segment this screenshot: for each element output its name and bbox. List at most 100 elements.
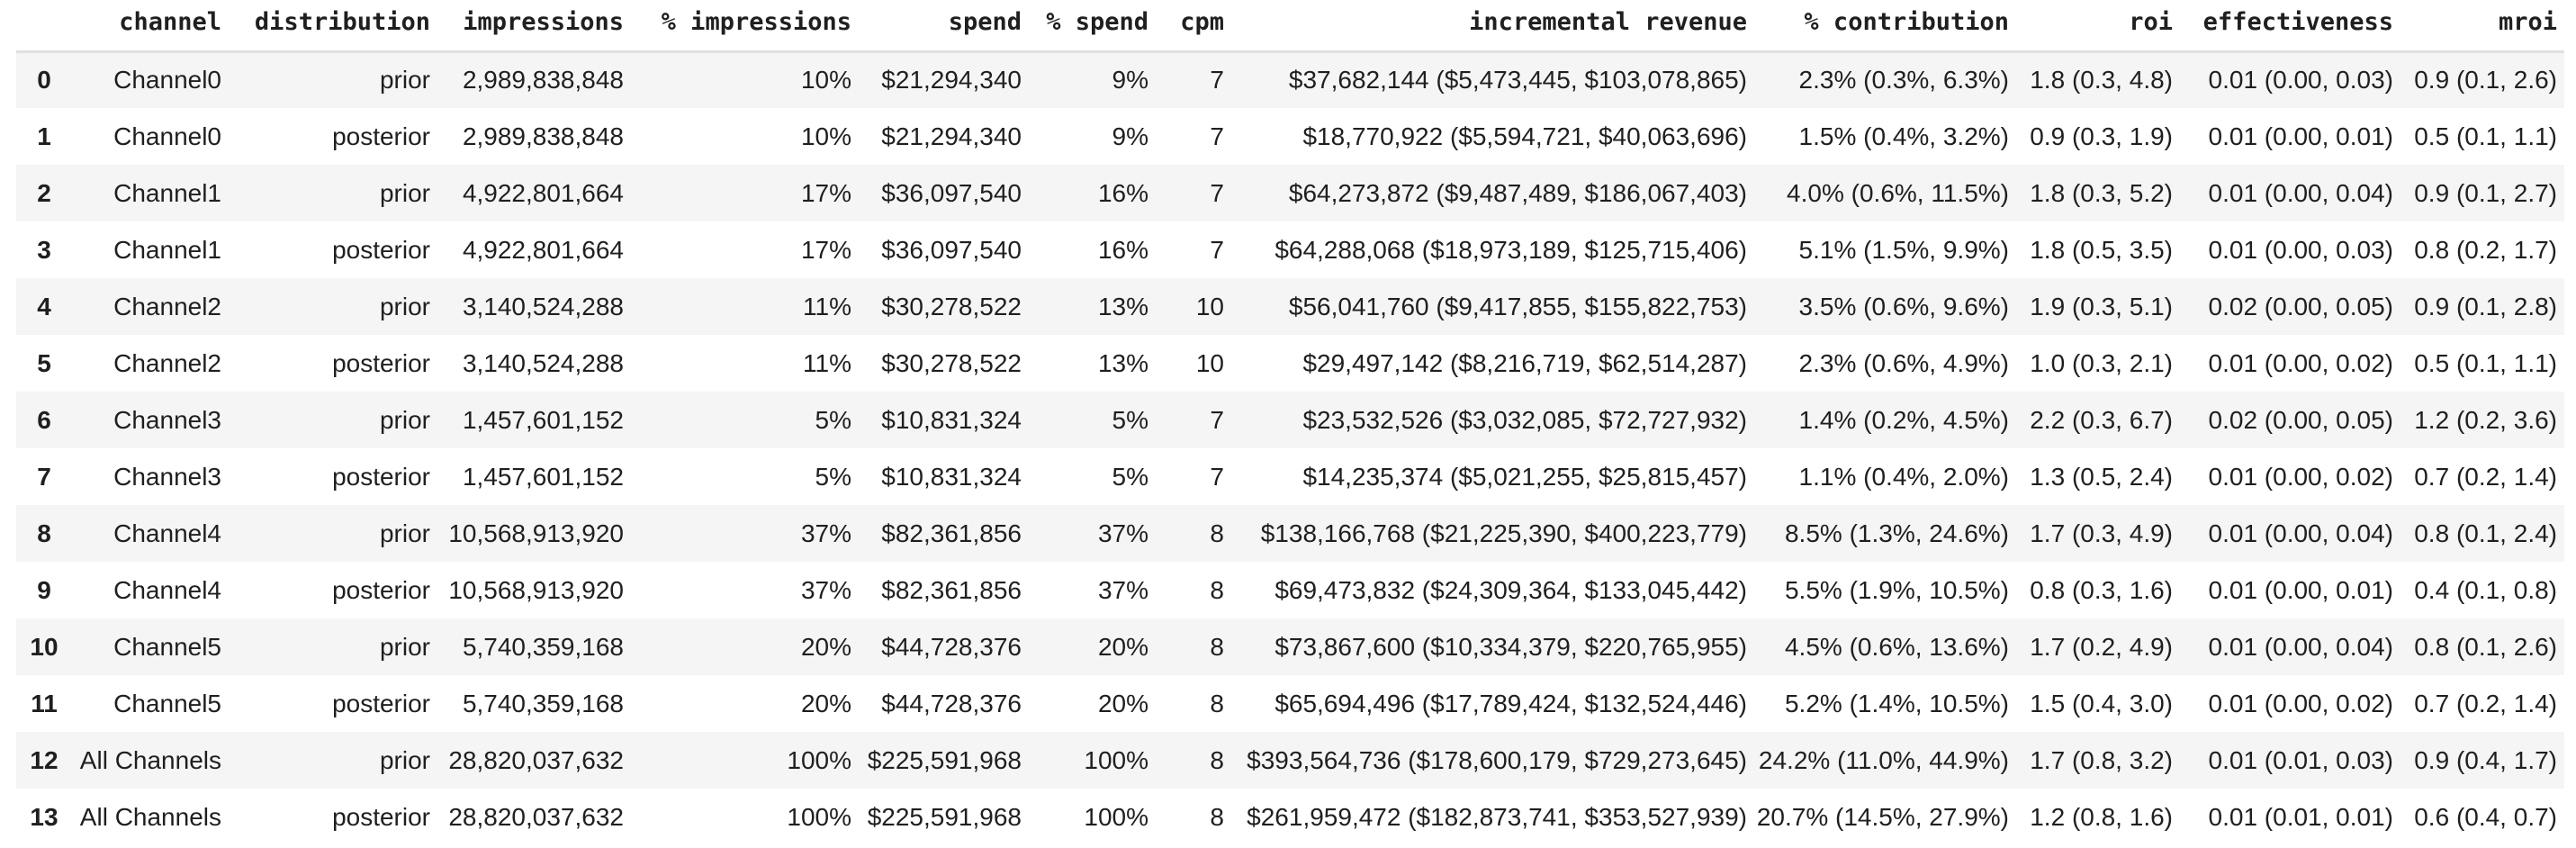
cell-cpm: 7 — [1210, 178, 1224, 207]
cell-impressions: 10,568,913,920 — [448, 575, 624, 604]
cell-incremental-revenue: $23,532,526 ($3,032,085, $72,727,932) — [1302, 405, 1747, 434]
cell-pct-impressions: 11% — [803, 348, 851, 377]
column-header-impressions: impressions — [437, 0, 631, 53]
row-index: 13 — [30, 802, 59, 831]
table-body: 0 Channel0 prior 2,989,838,848 10% $21,294,34… — [16, 51, 2564, 845]
cell-cpm: 8 — [1210, 575, 1224, 604]
cell-incremental-revenue: $69,473,832 ($24,309,364, $133,045,442) — [1274, 575, 1747, 604]
cell-effectiveness: 0.02 (0.00, 0.05) — [2208, 405, 2393, 434]
row-index: 8 — [37, 519, 51, 547]
cell-cpm: 8 — [1210, 519, 1224, 547]
cell-pct-contribution: 1.1% (0.4%, 2.0%) — [1798, 462, 2009, 491]
column-header-pct-impressions: % impressions — [631, 0, 859, 53]
cell-distribution: prior — [379, 745, 430, 774]
cell-pct-spend: 20% — [1097, 689, 1148, 717]
cell-channel: Channel5 — [113, 632, 221, 661]
cell-pct-contribution: 8.5% (1.3%, 24.6%) — [1784, 519, 2009, 547]
cell-impressions: 4,922,801,664 — [462, 235, 624, 264]
cell-pct-spend: 16% — [1097, 178, 1148, 207]
cell-effectiveness: 0.01 (0.00, 0.02) — [2208, 348, 2393, 377]
cell-incremental-revenue: $73,867,600 ($10,334,379, $220,765,955) — [1274, 632, 1747, 661]
cell-pct-contribution: 2.3% (0.3%, 6.3%) — [1798, 66, 2009, 95]
cell-distribution: prior — [379, 632, 430, 661]
cell-pct-spend: 13% — [1097, 348, 1148, 377]
cell-cpm: 8 — [1210, 689, 1224, 717]
cell-impressions: 10,568,913,920 — [448, 519, 624, 547]
cell-impressions: 3,140,524,288 — [462, 292, 624, 320]
cell-distribution: prior — [379, 178, 430, 207]
cell-pct-spend: 5% — [1112, 405, 1148, 434]
cell-distribution: posterior — [332, 462, 430, 491]
cell-mroi: 0.4 (0.1, 0.8) — [2414, 575, 2557, 604]
cell-incremental-revenue: $138,166,768 ($21,225,390, $400,223,779) — [1260, 519, 1747, 547]
table-header-row: channel distribution impressions % impre… — [16, 0, 2564, 53]
table-row: 12 All Channels prior 28,820,037,632 100% $22… — [16, 732, 2564, 789]
cell-pct-contribution: 4.5% (0.6%, 13.6%) — [1784, 632, 2009, 661]
cell-channel: Channel3 — [113, 462, 221, 491]
table-row: 8 Channel4 prior 10,568,913,920 37% $82,361,8… — [16, 505, 2564, 562]
row-index: 10 — [30, 632, 59, 661]
cell-mroi: 0.6 (0.4, 0.7) — [2414, 802, 2557, 831]
column-header-mroi: mroi — [2400, 0, 2564, 53]
cell-channel: All Channels — [79, 802, 221, 831]
cell-channel: Channel2 — [113, 292, 221, 320]
cell-effectiveness: 0.01 (0.00, 0.04) — [2208, 519, 2393, 547]
cell-impressions: 28,820,037,632 — [448, 802, 624, 831]
table-row: 10 Channel5 prior 5,740,359,168 20% $44,728,3… — [16, 618, 2564, 675]
cell-pct-impressions: 100% — [787, 745, 851, 774]
cell-pct-impressions: 11% — [803, 292, 851, 320]
cell-incremental-revenue: $14,235,374 ($5,021,255, $25,815,457) — [1302, 462, 1747, 491]
cell-distribution: prior — [379, 66, 430, 95]
cell-mroi: 0.9 (0.4, 1.7) — [2414, 745, 2557, 774]
cell-mroi: 0.5 (0.1, 1.1) — [2414, 348, 2557, 377]
cell-channel: Channel0 — [113, 122, 221, 150]
cell-pct-spend: 100% — [1084, 745, 1148, 774]
cell-channel: Channel4 — [113, 575, 221, 604]
cell-cpm: 7 — [1210, 462, 1224, 491]
column-header-pct-contribution: % contribution — [1754, 0, 2016, 53]
column-header-effectiveness: effectiveness — [2180, 0, 2400, 53]
cell-mroi: 0.9 (0.1, 2.6) — [2414, 66, 2557, 95]
cell-mroi: 0.8 (0.1, 2.4) — [2414, 519, 2557, 547]
column-header-spend: spend — [859, 0, 1029, 53]
cell-channel: Channel2 — [113, 348, 221, 377]
row-index: 2 — [37, 178, 51, 207]
cell-roi: 1.8 (0.5, 3.5) — [2030, 235, 2173, 264]
cell-effectiveness: 0.01 (0.00, 0.02) — [2208, 462, 2393, 491]
cell-spend: $225,591,968 — [867, 745, 1022, 774]
cell-pct-spend: 20% — [1097, 632, 1148, 661]
cell-effectiveness: 0.01 (0.00, 0.04) — [2208, 178, 2393, 207]
column-header-index — [16, 0, 72, 53]
cell-pct-impressions: 20% — [800, 632, 851, 661]
cell-effectiveness: 0.01 (0.00, 0.01) — [2208, 122, 2393, 150]
cell-pct-impressions: 37% — [800, 575, 851, 604]
cell-spend: $82,361,856 — [881, 519, 1022, 547]
row-index: 11 — [31, 689, 58, 717]
cell-cpm: 7 — [1210, 122, 1224, 150]
cell-incremental-revenue: $65,694,496 ($17,789,424, $132,524,446) — [1274, 689, 1747, 717]
table-row: 5 Channel2 posterior 3,140,524,288 11% $30,27… — [16, 335, 2564, 392]
cell-incremental-revenue: $64,288,068 ($18,973,189, $125,715,406) — [1274, 235, 1747, 264]
cell-effectiveness: 0.01 (0.00, 0.03) — [2208, 66, 2393, 95]
cell-impressions: 5,740,359,168 — [462, 632, 624, 661]
cell-pct-impressions: 17% — [800, 235, 851, 264]
table-row: 1 Channel0 posterior 2,989,838,848 10% $21,29… — [16, 108, 2564, 165]
media-summary-table: channel distribution impressions % impre… — [16, 0, 2564, 845]
cell-pct-impressions: 5% — [815, 405, 851, 434]
cell-incremental-revenue: $261,959,472 ($182,873,741, $353,527,939… — [1247, 802, 1747, 831]
column-header-pct-spend: % spend — [1029, 0, 1156, 53]
cell-pct-contribution: 4.0% (0.6%, 11.5%) — [1787, 178, 2009, 207]
cell-pct-spend: 100% — [1084, 802, 1148, 831]
cell-distribution: posterior — [332, 235, 430, 264]
cell-roi: 1.3 (0.5, 2.4) — [2030, 462, 2173, 491]
column-header-cpm: cpm — [1156, 0, 1231, 53]
cell-mroi: 0.9 (0.1, 2.7) — [2414, 178, 2557, 207]
cell-spend: $10,831,324 — [881, 462, 1022, 491]
table-row: 13 All Channels posterior 28,820,037,632 100… — [16, 789, 2564, 845]
cell-spend: $225,591,968 — [867, 802, 1022, 831]
row-index: 9 — [37, 575, 51, 604]
cell-impressions: 4,922,801,664 — [462, 178, 624, 207]
cell-roi: 1.8 (0.3, 4.8) — [2030, 66, 2173, 95]
cell-spend: $44,728,376 — [881, 632, 1022, 661]
column-header-roi: roi — [2016, 0, 2180, 53]
